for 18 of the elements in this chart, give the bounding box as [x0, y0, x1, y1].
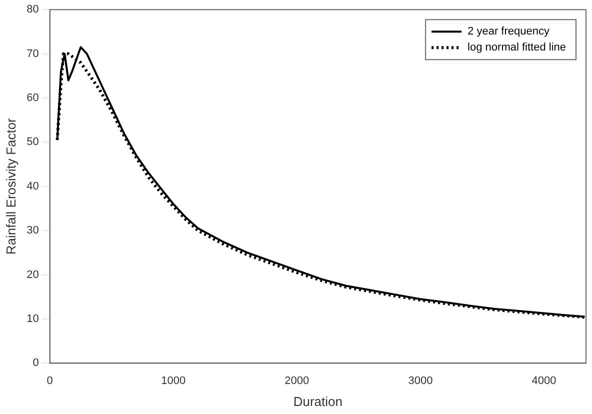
y-tick-label: 50 [26, 136, 39, 148]
y-tick-label: 80 [26, 4, 39, 16]
y-tick-label: 30 [26, 224, 39, 237]
x-tick-label: 0 [46, 374, 53, 387]
x-tick-label: 1000 [161, 374, 186, 387]
y-axis-title: Rainfall Erosivity Factor [3, 117, 18, 255]
x-tick-label: 2000 [284, 374, 310, 387]
x-tick-label: 4000 [532, 374, 556, 387]
y-tick-label: 20 [26, 268, 39, 281]
y-tick-label: 70 [26, 48, 39, 60]
x-tick-label: 3000 [408, 374, 433, 387]
legend-label: log normal fitted line [468, 42, 566, 54]
y-tick-label: 40 [26, 180, 39, 192]
x-axis-title: Duration [293, 394, 342, 409]
legend-label: 2 year frequency [468, 26, 550, 38]
y-tick-label: 10 [26, 313, 39, 326]
y-tick-label: 0 [32, 357, 39, 370]
y-tick-label: 60 [26, 92, 39, 104]
